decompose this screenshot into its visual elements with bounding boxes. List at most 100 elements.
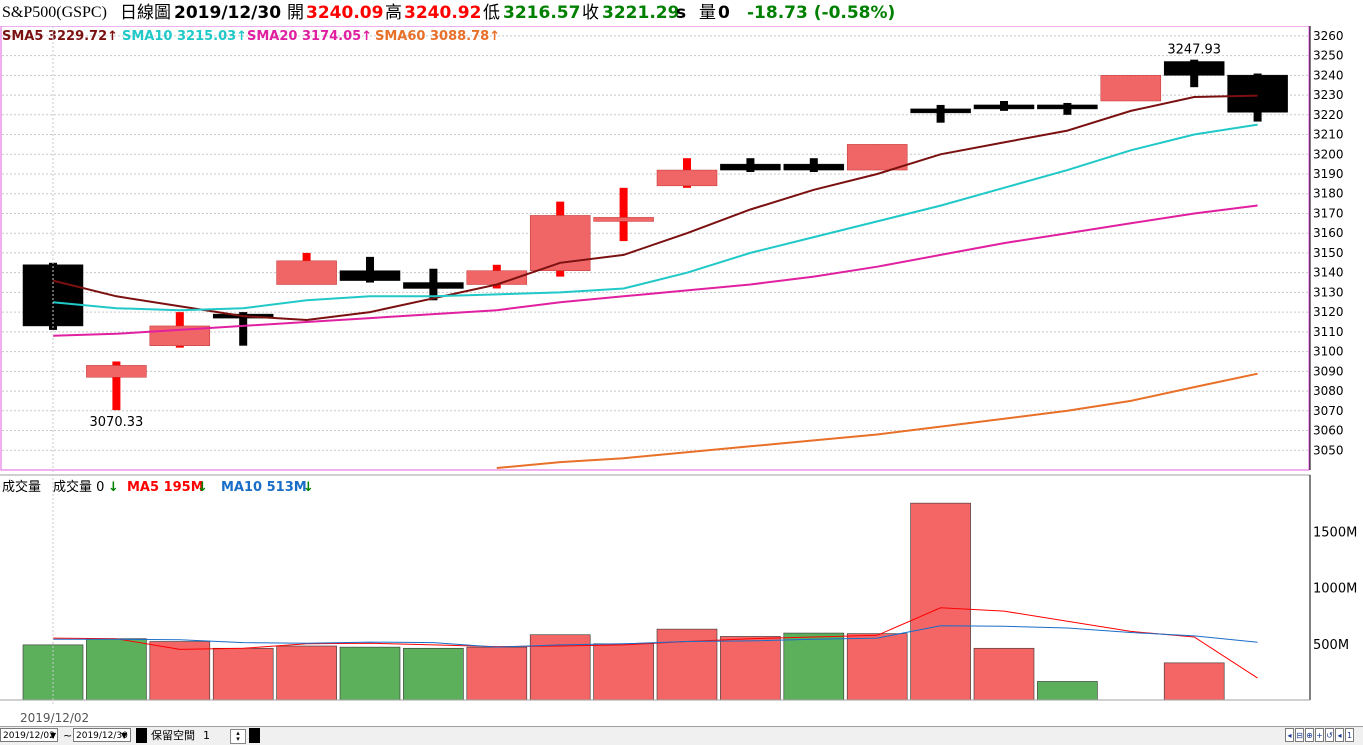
volume-label: 量 <box>699 3 716 23</box>
reserve-spinner-icon[interactable]: ▴ ▾ <box>230 729 246 744</box>
reset-icon[interactable]: ↺ <box>1325 728 1334 742</box>
volume-ma-line-ma5 <box>52 607 1258 679</box>
price-tick-label: 3130 <box>1313 285 1344 299</box>
volume-bar <box>466 646 528 701</box>
sma-line-sma60 <box>496 372 1258 469</box>
back-icon[interactable]: ◂ <box>1335 728 1344 742</box>
price-tick-label: 3180 <box>1313 187 1344 201</box>
to-date-dropdown-icon[interactable]: ▼ <box>121 731 128 740</box>
volume-bar <box>86 638 147 701</box>
quote-header: S&P500(GSPC) 日線圖 2019/12/30 開 3240.09 高 … <box>0 0 1363 26</box>
fit-icon[interactable]: + <box>1315 728 1324 742</box>
volume-legend-0: 成交量 0 <box>53 479 104 495</box>
price-tick-label: 3120 <box>1313 305 1344 319</box>
volume-ma-line-ma10 <box>53 625 1258 648</box>
volume-bar <box>212 647 274 701</box>
price-tick-label: 3200 <box>1313 147 1344 161</box>
volume-title: 成交量 <box>2 479 41 495</box>
reserve-space-label: 保留空間 <box>151 729 195 742</box>
candle-body <box>910 108 971 114</box>
candle-wick <box>239 312 248 346</box>
volume-legend-arrow-0: ↓ <box>108 480 119 495</box>
candle-body <box>529 215 591 271</box>
volume-legend-1: MA5 195M <box>127 480 204 495</box>
close-label: 收 <box>582 3 599 23</box>
volume-bar <box>403 647 464 701</box>
volume-bar <box>149 641 211 701</box>
volume-bar <box>339 646 401 701</box>
from-date-select[interactable]: 2019/12/02 <box>0 728 58 742</box>
reserve-spin-button[interactable] <box>249 728 260 743</box>
volume-tick-label: 1500M <box>1313 525 1357 540</box>
price-tick-label: 3190 <box>1313 167 1344 181</box>
candle-body <box>720 163 781 171</box>
candle-wick <box>619 187 628 242</box>
volume-tick-label: 1000M <box>1313 582 1357 597</box>
zoom-in-icon[interactable]: ⊕ <box>1305 728 1314 742</box>
volume-bar <box>656 628 718 701</box>
sma-legend-1: SMA10 3215.03↑ <box>122 29 247 44</box>
open-label: 開 <box>287 3 304 23</box>
price-tick-label: 3060 <box>1313 424 1344 438</box>
low-value: 3216.57 <box>503 3 581 23</box>
candle-wick <box>366 256 374 283</box>
price-tick-label: 3210 <box>1313 128 1344 142</box>
volume-bar <box>783 632 845 701</box>
price-tick-label: 3160 <box>1313 226 1344 240</box>
price-tick-label: 3260 <box>1313 29 1344 43</box>
candle-body <box>1037 104 1098 110</box>
volume-bar <box>1163 662 1225 701</box>
high-label: 高 <box>385 3 402 23</box>
volume-legend-arrow-2: ↓ <box>303 480 314 495</box>
volume-value: 0 <box>718 3 730 23</box>
volume-bar <box>276 645 337 701</box>
price-tick-label: 3240 <box>1313 68 1344 82</box>
x-axis-date-label: 2019/12/02 <box>20 711 89 725</box>
candle-body <box>86 365 147 378</box>
zoom-out-icon[interactable]: ⊟ <box>1295 728 1304 742</box>
price-tick-label: 3220 <box>1313 108 1344 122</box>
candle-body <box>1163 61 1225 76</box>
price-tick-label: 3070 <box>1313 404 1344 418</box>
candle-body <box>593 217 654 222</box>
price-tick-label: 3080 <box>1313 384 1344 398</box>
price-tick-label: 3170 <box>1313 206 1344 220</box>
sma-line-sma5 <box>52 94 1258 322</box>
candle-body <box>973 104 1035 110</box>
low-label: 低 <box>483 3 500 23</box>
sma-legend-0: SMA5 3229.72↑ <box>2 29 118 44</box>
to-date-select[interactable]: 2019/12/30 <box>73 728 131 742</box>
high-annotation: 3247.93 <box>1167 43 1221 58</box>
candle-body <box>656 169 718 187</box>
price-tick-label: 3230 <box>1313 88 1344 102</box>
volume-bar <box>720 636 781 701</box>
low-annotation: 3070.33 <box>90 415 144 430</box>
reserve-space-value: 1 <box>203 729 210 742</box>
volume-tick-label: 500M <box>1313 638 1349 653</box>
page-one-icon[interactable]: 1 <box>1345 728 1354 742</box>
date-range-separator: ~ <box>63 729 73 742</box>
change-value: -18.73 (-0.58%) <box>747 3 896 23</box>
price-tick-label: 3090 <box>1313 364 1344 378</box>
from-date-dropdown-icon[interactable]: ▼ <box>50 731 57 740</box>
price-tick-label: 3100 <box>1313 345 1344 359</box>
chart-area: 3050 3060 3070 3080 3090 3100 3110 3120 3130 3140… <box>0 0 1363 726</box>
candle-body <box>1100 75 1162 102</box>
chart-background <box>0 0 1363 726</box>
sma-line-sma10 <box>52 123 1258 312</box>
date-value: 2019/12/30 <box>174 3 282 23</box>
candle-body <box>339 270 401 281</box>
scroll-left-icon[interactable]: ◂ <box>1285 728 1294 742</box>
chart-type-label: 日線圖 <box>120 3 171 23</box>
price-tick-label: 3250 <box>1313 49 1344 63</box>
candle-body <box>783 163 845 171</box>
volume-bar <box>973 647 1035 701</box>
volume-bar <box>846 633 908 701</box>
candle-body <box>403 282 464 289</box>
open-value: 3240.09 <box>306 3 384 23</box>
sma-legend-2: SMA20 3174.05↑ <box>247 29 372 44</box>
candle-body <box>846 144 908 171</box>
candle-wick <box>112 361 121 411</box>
spin-button[interactable] <box>136 728 147 743</box>
